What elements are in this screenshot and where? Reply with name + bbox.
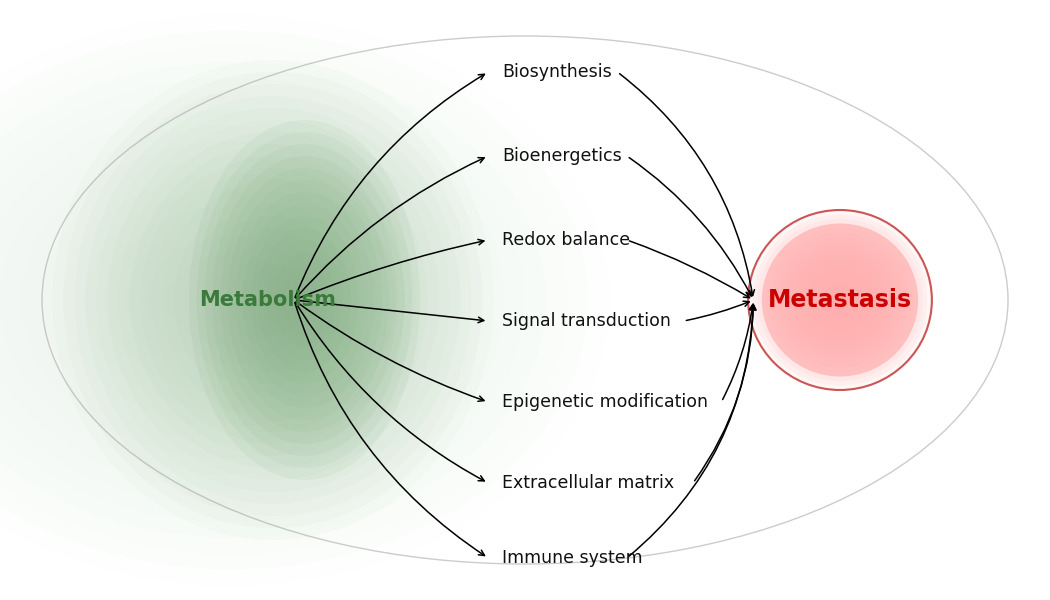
FancyArrowPatch shape [295, 302, 484, 481]
Text: Redox balance: Redox balance [502, 231, 630, 249]
FancyArrowPatch shape [695, 304, 756, 481]
Text: Bioenergetics: Bioenergetics [502, 147, 622, 165]
Text: Metastasis: Metastasis [768, 288, 912, 312]
Ellipse shape [762, 223, 918, 377]
Text: Epigenetic modification: Epigenetic modification [502, 393, 708, 411]
Text: Biosynthesis: Biosynthesis [502, 63, 612, 81]
FancyArrowPatch shape [296, 158, 484, 298]
FancyArrowPatch shape [629, 158, 752, 296]
FancyArrowPatch shape [295, 302, 484, 556]
Text: Immune system: Immune system [502, 549, 643, 567]
Text: Extracellular matrix: Extracellular matrix [502, 474, 674, 492]
Text: Metabolism: Metabolism [200, 290, 336, 310]
Ellipse shape [771, 232, 909, 367]
Ellipse shape [766, 228, 914, 372]
FancyArrowPatch shape [629, 304, 756, 556]
Text: Signal transduction: Signal transduction [502, 312, 671, 330]
FancyArrowPatch shape [687, 301, 750, 320]
FancyArrowPatch shape [296, 239, 484, 299]
FancyArrowPatch shape [297, 300, 484, 323]
Ellipse shape [196, 132, 413, 468]
FancyArrowPatch shape [620, 74, 755, 296]
FancyArrowPatch shape [722, 304, 755, 400]
Ellipse shape [757, 219, 923, 381]
FancyArrowPatch shape [295, 74, 484, 298]
Ellipse shape [753, 214, 927, 385]
Ellipse shape [748, 210, 932, 390]
Ellipse shape [762, 223, 918, 377]
FancyArrowPatch shape [296, 302, 484, 401]
FancyArrowPatch shape [629, 241, 750, 298]
Ellipse shape [189, 120, 420, 480]
